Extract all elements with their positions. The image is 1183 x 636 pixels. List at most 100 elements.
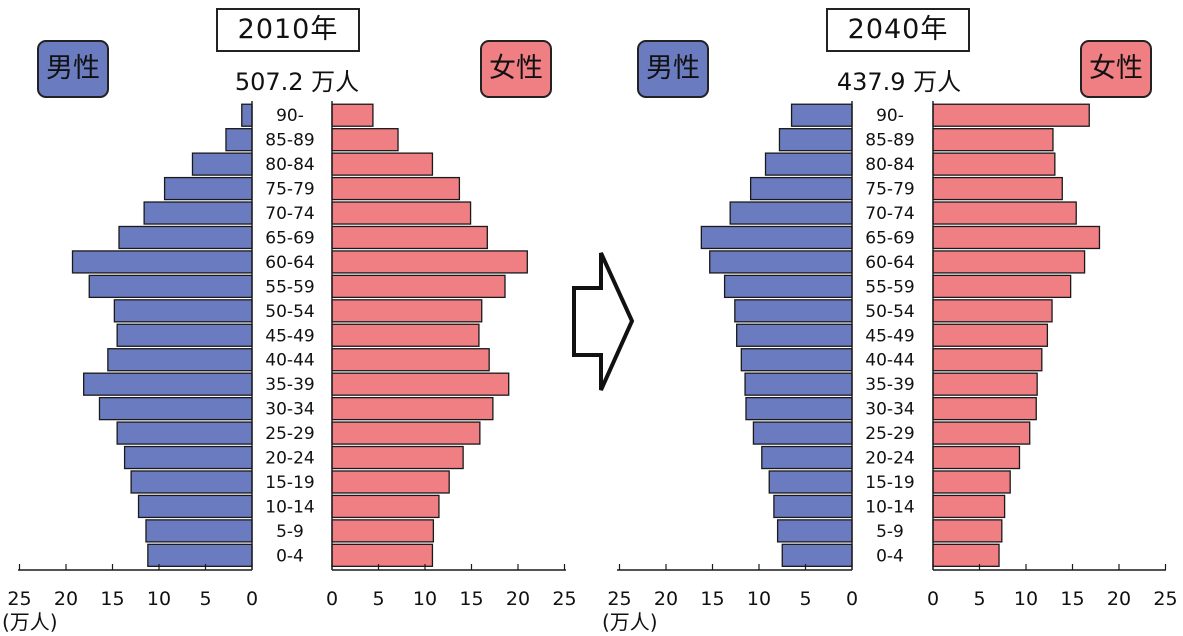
male-bar-2040-75-79 <box>749 176 853 201</box>
age-label-2010-80-84: 80-84 <box>265 155 314 175</box>
female-bar-2040-90- <box>932 103 1090 127</box>
male-tick-label-2040-5: 5 <box>799 588 811 610</box>
female-tick-label-2010-15: 15 <box>459 588 483 610</box>
male-bar-2010-45-49 <box>116 323 253 347</box>
male-tick-label-2010-10: 10 <box>147 588 171 610</box>
male-bar-2010-30-34 <box>98 396 253 421</box>
female-tick-label-2040-15: 15 <box>1060 588 1084 610</box>
male-tick-label-2040-0: 0 <box>846 588 858 610</box>
female-bar-2040-60-64 <box>932 250 1086 274</box>
age-label-2040-15-19: 15-19 <box>865 473 914 493</box>
male-bar-2010-90- <box>241 103 253 127</box>
age-label-2010-0-4: 0-4 <box>276 546 304 566</box>
age-label-2010-85-89: 85-89 <box>265 131 314 151</box>
age-label-2040-50-54: 50-54 <box>865 302 914 322</box>
female-bar-2040-25-29 <box>932 421 1031 445</box>
male-bar-2010-70-74 <box>143 201 253 225</box>
male-bar-2040-50-54 <box>734 299 853 323</box>
female-bar-2010-60-64 <box>331 250 528 274</box>
male-bar-2040-10-14 <box>773 494 853 519</box>
female-bar-2040-45-49 <box>932 323 1049 347</box>
female-tick-label-2040-5: 5 <box>973 588 985 610</box>
age-label-2010-50-54: 50-54 <box>265 302 314 322</box>
female-bar-2010-80-84 <box>331 152 434 176</box>
female-bar-2010-25-29 <box>331 421 481 445</box>
female-bar-2010-85-89 <box>331 128 399 152</box>
female-badge-2010: 女性 <box>480 40 552 98</box>
female-tick-label-2010-10: 10 <box>413 588 437 610</box>
male-bar-2040-70-74 <box>729 201 853 225</box>
female-tick-label-2040-25: 25 <box>1153 588 1177 610</box>
age-label-2040-30-34: 30-34 <box>865 400 914 420</box>
age-label-2010-30-34: 30-34 <box>265 400 314 420</box>
age-label-2010-60-64: 60-64 <box>265 253 314 273</box>
female-bar-2040-0-4 <box>932 543 1000 567</box>
female-bar-2040-20-24 <box>932 445 1021 470</box>
age-label-2040-55-59: 55-59 <box>865 277 914 297</box>
male-bar-2010-0-4 <box>147 543 253 567</box>
male-tick-label-2010-15: 15 <box>100 588 124 610</box>
male-bar-2010-15-19 <box>130 470 253 494</box>
female-tick-label-2010-20: 20 <box>506 588 530 610</box>
male-bar-2040-30-34 <box>745 396 853 421</box>
female-bar-2040-10-14 <box>932 494 1006 519</box>
male-bar-2040-80-84 <box>764 152 853 176</box>
female-tick-label-2010-0: 0 <box>326 588 338 610</box>
male-bar-2040-55-59 <box>723 274 853 299</box>
age-label-2010-55-59: 55-59 <box>265 277 314 297</box>
male-bar-2010-85-89 <box>225 128 253 152</box>
age-label-2040-25-29: 25-29 <box>865 424 914 444</box>
age-label-2010-75-79: 75-79 <box>265 180 314 200</box>
age-label-2010-35-39: 35-39 <box>265 375 314 395</box>
female-bar-2040-5-9 <box>932 519 1003 543</box>
female-bar-2010-45-49 <box>331 323 480 347</box>
male-bar-2010-65-69 <box>118 225 253 250</box>
male-tick-label-2040-25: 25 <box>607 588 631 610</box>
female-bar-2010-75-79 <box>331 176 461 201</box>
age-label-2010-40-44: 40-44 <box>265 351 314 371</box>
male-bar-2010-5-9 <box>145 519 253 543</box>
age-label-2040-80-84: 80-84 <box>865 155 914 175</box>
age-label-2040-65-69: 65-69 <box>865 228 914 248</box>
female-bar-2040-30-34 <box>932 396 1037 421</box>
female-bar-2040-85-89 <box>932 128 1054 152</box>
male-bar-2040-15-19 <box>768 470 853 494</box>
year-label-2040: 2040年 <box>826 8 970 52</box>
male-tick-label-2010-25: 25 <box>7 588 31 610</box>
female-bar-2010-20-24 <box>331 445 464 470</box>
male-bar-2040-20-24 <box>761 445 853 470</box>
total-population-2010: 507.2 万人 <box>234 68 360 96</box>
male-bar-2010-75-79 <box>163 176 253 201</box>
age-label-2040-5-9: 5-9 <box>876 522 904 542</box>
male-bar-2040-0-4 <box>781 543 853 567</box>
female-bar-2010-10-14 <box>331 494 440 519</box>
age-label-2010-20-24: 20-24 <box>265 449 314 469</box>
age-label-2040-75-79: 75-79 <box>865 180 914 200</box>
male-bar-2040-40-44 <box>740 348 853 372</box>
male-tick-label-2040-10: 10 <box>747 588 771 610</box>
age-label-2040-0-4: 0-4 <box>876 546 904 566</box>
age-label-2040-10-14: 10-14 <box>865 497 914 517</box>
male-badge-2040: 男性 <box>637 40 709 98</box>
female-tick-label-2040-10: 10 <box>1014 588 1038 610</box>
male-bar-2010-40-44 <box>107 348 253 372</box>
male-bar-2040-25-29 <box>752 421 853 445</box>
female-bar-2040-35-39 <box>932 372 1038 396</box>
male-bar-2040-85-89 <box>778 128 853 152</box>
female-badge-2040: 女性 <box>1080 40 1152 98</box>
male-badge-2010: 男性 <box>37 40 109 98</box>
total-population-2040: 437.9 万人 <box>836 68 962 96</box>
age-label-2040-40-44: 40-44 <box>865 351 914 371</box>
female-tick-label-2040-20: 20 <box>1107 588 1131 610</box>
female-bar-2040-70-74 <box>932 201 1077 225</box>
female-bar-2010-35-39 <box>331 372 510 396</box>
male-bar-2040-45-49 <box>736 323 853 347</box>
male-bar-2010-55-59 <box>88 274 253 299</box>
age-label-2010-70-74: 70-74 <box>265 204 314 224</box>
male-bar-2010-50-54 <box>113 299 253 323</box>
male-bar-2040-90- <box>790 103 853 127</box>
age-label-2040-90-: 90- <box>876 106 904 126</box>
male-bar-2010-35-39 <box>83 372 253 396</box>
female-bar-2040-80-84 <box>932 152 1056 176</box>
